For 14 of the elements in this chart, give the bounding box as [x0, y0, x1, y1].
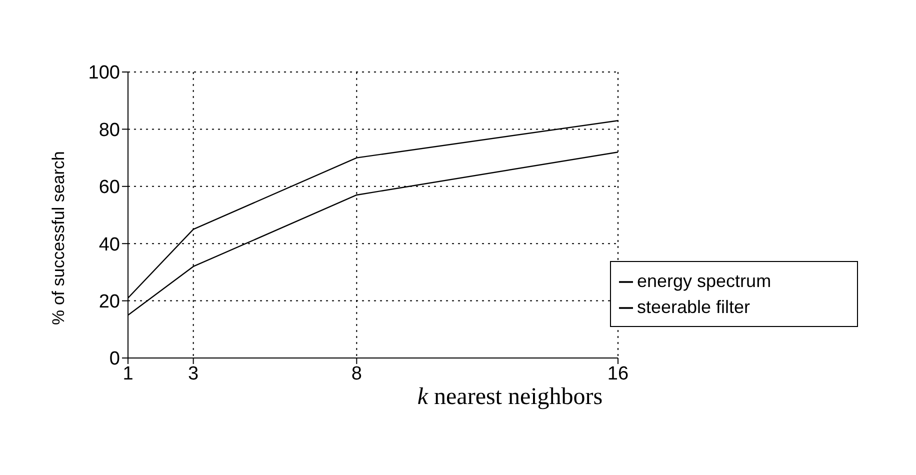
legend-label: steerable filter — [637, 297, 750, 317]
x-tick-label: 1 — [122, 363, 134, 384]
y-tick-label: 40 — [98, 234, 120, 256]
y-tick-label: 100 — [88, 62, 120, 84]
legend-label: energy spectrum — [637, 271, 772, 291]
x-axis-title: k nearest neighbors — [416, 384, 604, 411]
x-tick-label: 8 — [351, 363, 362, 384]
x-tick-label: 3 — [188, 363, 199, 384]
y-tick-label: 80 — [98, 120, 120, 141]
y-tick-label: 20 — [98, 292, 120, 313]
y-tick-label: 60 — [98, 177, 120, 198]
y-axis-title: % of successful search — [49, 151, 68, 325]
x-tick-label: 16 — [607, 363, 629, 384]
y-tick-label: 0 — [109, 348, 120, 370]
